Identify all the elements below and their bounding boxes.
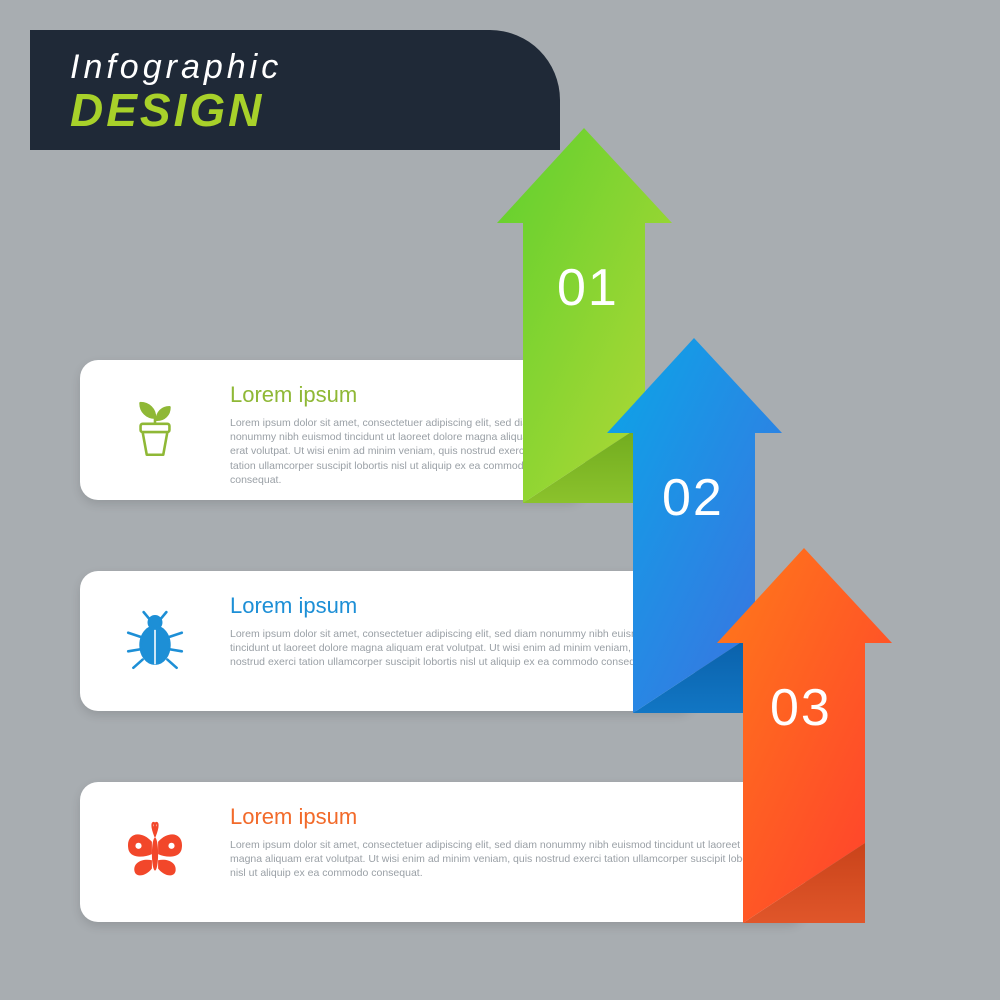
step-card-2: Lorem ipsum Lorem ipsum dolor sit amet, … <box>80 571 695 711</box>
header-title-line1: Infographic <box>70 48 560 87</box>
butterfly-icon <box>115 812 195 892</box>
step-body-2: Lorem ipsum dolor sit amet, consectetuer… <box>230 627 665 670</box>
arrow-3 <box>717 548 892 928</box>
step-title-2: Lorem ipsum <box>230 593 665 619</box>
step-card-3: Lorem ipsum Lorem ipsum dolor sit amet, … <box>80 782 805 922</box>
step-body-3: Lorem ipsum dolor sit amet, consectetuer… <box>230 838 775 881</box>
beetle-icon <box>115 601 195 681</box>
step-number-2: 02 <box>662 468 724 528</box>
header-bar: Infographic DESIGN <box>30 30 560 150</box>
tree-pot-icon <box>115 390 195 470</box>
step-number-1: 01 <box>557 258 619 318</box>
step-number-3: 03 <box>770 678 832 738</box>
header-title-line2: DESIGN <box>70 87 560 133</box>
step-title-3: Lorem ipsum <box>230 804 775 830</box>
